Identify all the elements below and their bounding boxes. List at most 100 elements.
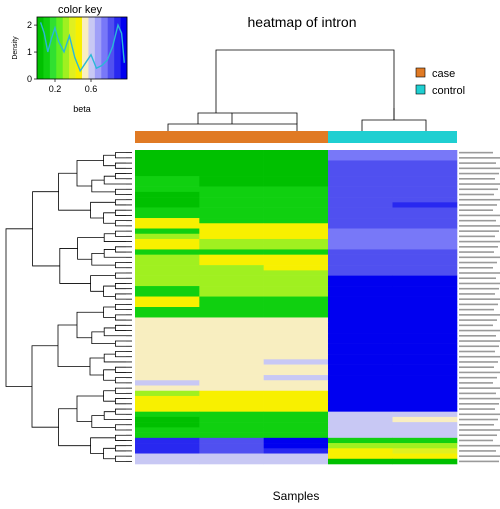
row-label <box>459 172 499 175</box>
heatmap-cell <box>135 432 200 439</box>
heatmap-cell <box>328 165 393 172</box>
row-label <box>459 225 500 227</box>
row-label <box>459 266 493 269</box>
heatmap-cell <box>392 212 458 219</box>
heatmap-cell <box>199 301 264 308</box>
heatmap-cell <box>392 150 458 156</box>
heatmap-cell <box>263 359 329 365</box>
heatmap-cell <box>135 186 200 193</box>
heatmap-cell <box>135 427 200 433</box>
legend-label-control: control <box>432 85 465 97</box>
heatmap-cell <box>392 333 458 339</box>
heatmap-cell <box>392 458 458 465</box>
heatmap-cell <box>135 150 200 156</box>
heatmap-cell <box>199 333 264 339</box>
heatmap-cell <box>392 390 458 397</box>
row-label <box>459 387 500 389</box>
heatmap-cell <box>263 296 329 303</box>
row-dendrogram-branch <box>103 285 116 297</box>
row-label <box>459 214 500 217</box>
heatmap-cell <box>328 197 393 203</box>
heatmap-cell <box>263 291 329 297</box>
heatmap-cell <box>263 275 329 282</box>
heatmap-cell <box>328 348 393 355</box>
heatmap-cell <box>263 380 329 386</box>
heatmap-cell <box>263 286 329 292</box>
heatmap-cell <box>263 338 329 344</box>
heatmap-cell <box>392 416 458 423</box>
row-dendrogram-branch <box>115 262 126 269</box>
heatmap-cell <box>135 385 200 392</box>
heatmap-cell <box>135 312 200 318</box>
heatmap-cell <box>199 359 264 365</box>
heatmap-cell <box>263 312 329 318</box>
heatmap-cell <box>392 259 458 266</box>
row-dendrogram-branch <box>59 248 91 284</box>
row-dendrogram-branch <box>103 369 116 381</box>
heatmap-cell <box>263 458 329 465</box>
heatmap-cell <box>199 369 264 376</box>
heatmap-cell <box>199 448 264 454</box>
heatmap-cell <box>392 228 458 235</box>
heatmap-cell <box>392 254 458 261</box>
heatmap-cell <box>328 296 393 303</box>
heatmap-cell <box>135 291 200 297</box>
heatmap-cell <box>135 333 200 339</box>
heatmap-cell <box>199 364 264 371</box>
heatmap-cell <box>328 458 393 465</box>
row-label <box>459 397 500 400</box>
heatmap-cell <box>199 411 264 418</box>
heatmap-cell <box>135 458 200 465</box>
heatmap-cell <box>135 416 200 423</box>
color-key-y-tick-label: 2 <box>27 20 32 30</box>
heatmap-cells <box>135 150 458 465</box>
row-label <box>459 392 496 395</box>
row-dendrogram-branch <box>31 345 59 428</box>
heatmap-cell <box>263 427 329 433</box>
heatmap-cell <box>328 338 393 344</box>
heatmap-cell <box>135 453 200 460</box>
heatmap-cell <box>135 254 200 261</box>
heatmap-cell <box>199 443 264 449</box>
heatmap-cell <box>199 286 264 292</box>
row-dendrogram-branch <box>115 152 126 159</box>
row-label <box>459 183 500 185</box>
heatmap-cell <box>328 212 393 219</box>
heatmap-cell <box>263 301 329 308</box>
row-dendrogram-branch <box>76 395 104 422</box>
heatmap-cell <box>199 416 264 423</box>
row-dendrogram-branch <box>76 311 104 339</box>
heatmap-cell <box>392 233 458 240</box>
heatmap-cell <box>328 406 393 412</box>
heatmap-cell <box>328 395 393 402</box>
row-label <box>459 429 500 431</box>
row-dendrogram-branch <box>115 293 126 300</box>
heatmap-cell <box>263 375 329 381</box>
heatmap-cell <box>199 275 264 282</box>
row-dendrogram-branch <box>115 188 126 195</box>
heatmap-cell <box>199 401 264 407</box>
heatmap-cell <box>199 317 264 323</box>
heatmap-cell <box>392 327 458 334</box>
color-key-y-ticks: 0 1 2 <box>27 20 37 84</box>
heatmap-cell <box>199 406 264 412</box>
row-label <box>459 450 496 452</box>
heatmap-cell <box>199 228 264 235</box>
heatmap-cell <box>199 270 264 276</box>
heatmap-cell <box>263 437 329 444</box>
heatmap-cell <box>199 296 264 303</box>
heatmap-cell <box>199 176 264 182</box>
heatmap-cell <box>263 238 329 245</box>
heatmap-cell <box>263 453 329 460</box>
heatmap-cell <box>199 223 264 229</box>
row-dendrogram-branch <box>115 377 126 384</box>
row-label <box>459 198 500 201</box>
heatmap-cell <box>328 343 393 350</box>
heatmap-cell <box>263 202 329 208</box>
row-dendrogram-branch <box>90 201 116 219</box>
row-label <box>459 287 499 290</box>
legend-label-case: case <box>432 68 455 80</box>
heatmap-cell <box>199 390 264 397</box>
heatmap-cell <box>135 327 200 334</box>
heatmap-cell <box>135 395 200 402</box>
